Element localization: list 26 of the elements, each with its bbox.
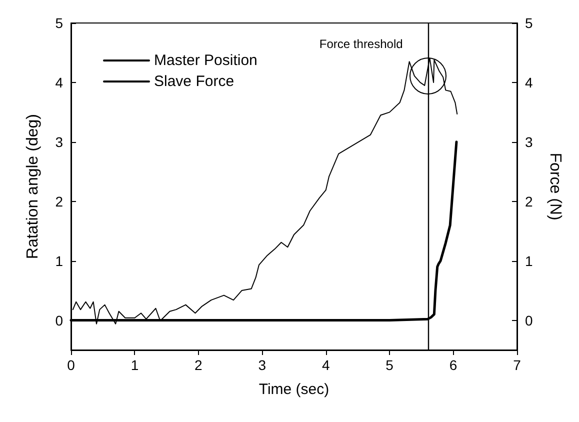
legend-label: Slave Force — [154, 73, 234, 90]
ref-line-label: Force threshold — [319, 37, 403, 51]
y2-tick-label: 2 — [525, 193, 533, 210]
y-axis-title: Ratation angle (deg) — [24, 114, 42, 259]
y2-tick-label: 3 — [525, 134, 533, 150]
y2-axis-title: Force (N) — [546, 152, 564, 220]
y-tick-label: 3 — [55, 134, 64, 150]
x-tick-label: 7 — [513, 357, 522, 373]
y-tick-label: 5 — [55, 15, 64, 31]
x-axis-title: Time (sec) — [258, 381, 330, 398]
x-tick-label: 1 — [130, 357, 139, 373]
x-tick-label: 4 — [322, 357, 330, 373]
y-tick-label: 2 — [55, 193, 64, 210]
y2-tick-label: 4 — [525, 74, 533, 90]
y2-tick-label: 5 — [525, 15, 533, 31]
x-tick-label: 6 — [449, 357, 458, 373]
x-tick-label: 2 — [194, 357, 203, 373]
x-tick-label: 3 — [258, 357, 266, 373]
y2-tick-label: 0 — [525, 312, 533, 328]
x-tick-label: 0 — [67, 357, 76, 373]
y2-tick-label: 1 — [525, 252, 533, 269]
y-tick-label: 0 — [55, 312, 64, 328]
legend-label: Master Position — [154, 52, 258, 69]
y-tick-label: 1 — [55, 252, 64, 269]
y-tick-label: 4 — [55, 74, 64, 90]
x-tick-label: 5 — [386, 357, 394, 373]
